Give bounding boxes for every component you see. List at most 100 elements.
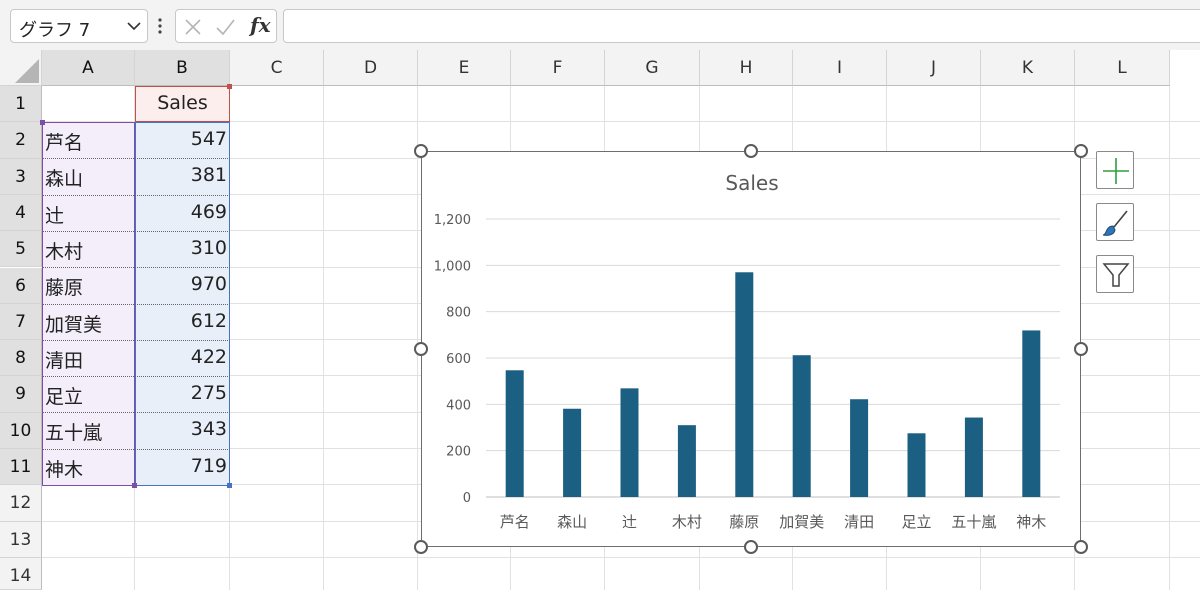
resize-handle-bottom-left[interactable] [414, 540, 428, 554]
gridline [417, 86, 418, 590]
row-header-9[interactable]: 9 [0, 376, 42, 413]
bar [735, 272, 754, 497]
x-tick-label: 五十嵐 [951, 513, 996, 531]
chart-filters-button[interactable] [1096, 255, 1134, 293]
column-header-d[interactable]: D [324, 50, 418, 86]
row-header-4[interactable]: 4 [0, 194, 42, 232]
range-handle[interactable] [40, 120, 45, 125]
row-header-3[interactable]: 3 [0, 158, 42, 195]
chevron-down-icon[interactable] [125, 16, 143, 36]
x-tick-label: 清田 [844, 513, 874, 531]
y-tick-label: 600 [446, 352, 471, 367]
y-tick-label: 800 [446, 306, 471, 321]
row-separator [43, 158, 228, 160]
gridline [323, 86, 324, 590]
chart-elements-button[interactable] [1096, 151, 1134, 189]
resize-handle-bottom[interactable] [744, 540, 758, 554]
y-tick-label: 0 [463, 491, 471, 506]
x-tick-label: 辻 [622, 513, 637, 531]
row-separator [43, 267, 228, 269]
row-header-12[interactable]: 12 [0, 485, 42, 522]
formula-buttons: fx [175, 9, 277, 43]
row-separator [43, 194, 228, 196]
cell-name[interactable]: 芦名 [45, 132, 84, 154]
row-header-8[interactable]: 8 [0, 340, 42, 377]
cell-name[interactable]: 加賀美 [45, 313, 103, 336]
chart-title: Sales [725, 171, 778, 195]
resize-handle-right[interactable] [1074, 342, 1088, 356]
chart-plot: Sales 0 200 400 600 800 1,000 1,200 芦名 森山 辻 木村 藤原 加賀美… [434, 171, 1060, 531]
row-header-1[interactable]: 1 [0, 86, 42, 123]
column-header-c[interactable]: C [230, 50, 324, 86]
bar [964, 417, 983, 497]
column-header-g[interactable]: G [605, 50, 700, 86]
cell-value[interactable]: 422 [190, 345, 227, 368]
resize-handle-top-right[interactable] [1074, 144, 1088, 158]
bar [620, 388, 639, 497]
column-header-b[interactable]: B [135, 50, 230, 86]
bar [677, 425, 696, 497]
y-tick-label: 200 [446, 445, 471, 460]
gridline [1169, 86, 1170, 590]
row-header-13[interactable]: 13 [0, 521, 42, 558]
y-tick-label: 400 [446, 398, 471, 413]
x-tick-label: 芦名 [500, 513, 530, 531]
column-header-h[interactable]: H [700, 50, 793, 86]
cell-value[interactable]: 310 [190, 236, 227, 259]
column-header-f[interactable]: F [511, 50, 605, 86]
enter-check-icon[interactable] [214, 16, 236, 38]
row-header-14[interactable]: 14 [0, 557, 42, 590]
select-all-button[interactable] [0, 50, 42, 86]
cell-name[interactable]: 藤原 [45, 277, 84, 300]
x-tick-label: 藤原 [729, 513, 759, 531]
cell-name[interactable]: 足立 [45, 386, 84, 409]
insert-function-button[interactable]: fx [250, 13, 271, 37]
gridline [42, 556, 1200, 558]
row-header-10[interactable]: 10 [0, 412, 42, 449]
cell-value[interactable]: 343 [190, 418, 227, 441]
cell-value[interactable]: 612 [190, 309, 227, 332]
resize-handle-left[interactable] [414, 342, 428, 356]
row-header-7[interactable]: 7 [0, 303, 42, 341]
cell-value[interactable]: 547 [190, 128, 227, 150]
row-separator [43, 376, 228, 378]
cell-value[interactable]: 381 [190, 164, 227, 187]
chart-styles-button[interactable] [1096, 203, 1134, 241]
row-header-2[interactable]: 2 [0, 122, 42, 159]
resize-handle-top[interactable] [744, 144, 758, 158]
name-box-value: グラフ 7 [19, 20, 91, 41]
range-handle[interactable] [227, 84, 232, 89]
cell-name[interactable]: 五十嵐 [45, 422, 103, 445]
column-header-e[interactable]: E [418, 50, 511, 86]
bar [505, 370, 524, 497]
cell-name[interactable]: 神木 [45, 458, 84, 481]
row-header-11[interactable]: 11 [0, 449, 42, 486]
column-header-a[interactable]: A [42, 50, 135, 86]
resize-handle-top-left[interactable] [414, 144, 428, 158]
x-tick-label: 神木 [1016, 513, 1046, 531]
cell-name[interactable]: 森山 [45, 168, 84, 191]
cell-value[interactable]: 469 [190, 200, 227, 223]
formula-input[interactable] [283, 9, 1200, 43]
chart[interactable]: Sales 0 200 400 600 800 1,000 1,200 芦名 森山 辻 木村 藤原 加賀美… [421, 151, 1081, 547]
cell-name[interactable]: 清田 [45, 349, 84, 372]
cell-value[interactable]: 970 [190, 273, 227, 296]
column-header-l[interactable]: L [1075, 50, 1170, 86]
cell-value[interactable]: 275 [190, 382, 227, 405]
column-header-k[interactable]: K [981, 50, 1075, 86]
cell-name[interactable]: 辻 [45, 204, 65, 227]
cell-name[interactable]: 木村 [45, 240, 84, 263]
row-header-6[interactable]: 6 [0, 267, 42, 304]
name-box[interactable]: グラフ 7 [10, 9, 148, 43]
range-handle[interactable] [132, 483, 137, 488]
x-tick-label: 足立 [901, 513, 931, 531]
column-header-i[interactable]: I [793, 50, 887, 86]
resize-handle-bottom-right[interactable] [1074, 540, 1088, 554]
cell-value[interactable]: 719 [190, 454, 227, 477]
more-options-icon[interactable] [155, 14, 165, 38]
row-header-5[interactable]: 5 [0, 231, 42, 268]
cancel-icon[interactable] [182, 16, 204, 38]
header-sales[interactable]: Sales [157, 92, 208, 114]
range-handle[interactable] [227, 483, 232, 488]
column-header-j[interactable]: J [887, 50, 981, 86]
